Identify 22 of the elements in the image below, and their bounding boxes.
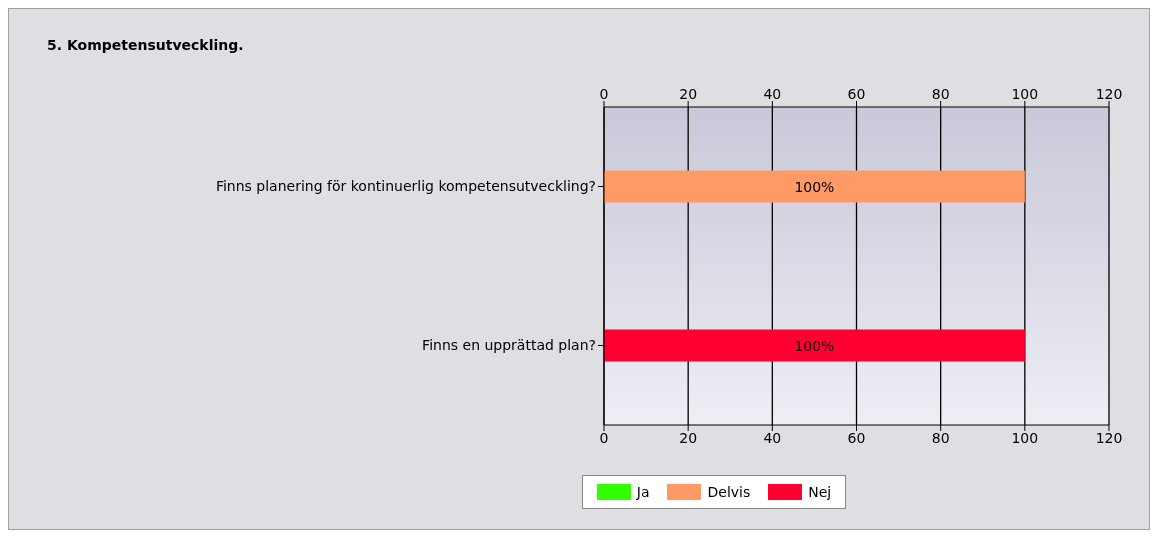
x-tick-label: 80	[931, 429, 950, 446]
legend-label: Ja	[635, 484, 650, 500]
x-tick-label: 0	[599, 429, 609, 446]
x-tick-label: 20	[679, 429, 698, 446]
legend-label: Nej	[807, 484, 832, 500]
x2-tick-label: 20	[679, 86, 698, 102]
x2-tick-label: 120	[1095, 86, 1123, 102]
y-tick-label: Finns planering för kontinuerlig kompetensutveckling?	[215, 178, 596, 195]
legend-label: Delvis	[706, 484, 751, 500]
x2-tick-label: 60	[847, 86, 866, 102]
x2-tick-label: 100	[1011, 86, 1039, 102]
x2-tick-label: 40	[763, 86, 782, 102]
x-tick-label: 100	[1011, 429, 1039, 446]
x-tick-label: 40	[763, 429, 782, 446]
x2-tick-label: 0	[599, 86, 609, 102]
y-tick-label: Finns en upprättad plan?	[422, 337, 596, 354]
x-tick-label: 120	[1095, 429, 1123, 446]
data-label: 100%	[794, 178, 835, 195]
text: 5. Kompetensutveckling.	[47, 37, 244, 53]
x-tick-label: 60	[847, 429, 866, 446]
data-label: 100%	[794, 337, 835, 354]
x2-tick-label: 80	[931, 86, 950, 102]
